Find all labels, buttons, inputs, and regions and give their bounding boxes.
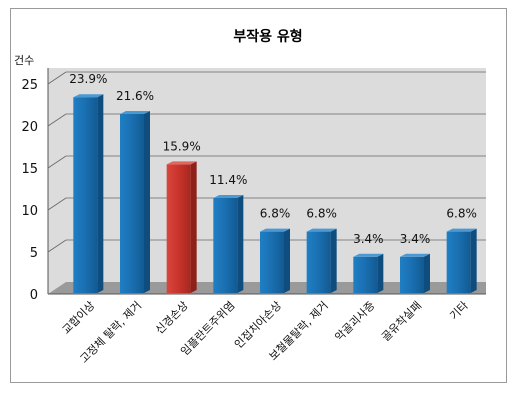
data-label: 15.9% xyxy=(163,139,201,153)
bar-top xyxy=(120,111,150,114)
bar-top xyxy=(166,161,197,165)
y-tick-label: 15 xyxy=(21,162,38,177)
gridline-depth xyxy=(47,113,67,127)
bar xyxy=(260,231,284,293)
chart-title: 부작용 유형 xyxy=(233,28,302,45)
x-tick-label: 기타 xyxy=(447,299,471,323)
bar-group xyxy=(446,228,477,293)
bar xyxy=(120,114,144,293)
y-axis-unit-label: 건수 xyxy=(14,54,34,67)
y-tick-label: 10 xyxy=(21,204,38,219)
bar-group xyxy=(306,228,337,293)
x-tick-label: 신경손상 xyxy=(153,299,191,337)
data-label: 21.6% xyxy=(116,89,154,103)
data-labels: 23.9% 21.6% 15.9% 11.4% 6.8% 6.8% 3.4% 3.4% 6.8% xyxy=(69,72,477,246)
bar-group xyxy=(166,161,197,293)
bar-top xyxy=(446,228,477,232)
y-tick-label: 0 xyxy=(30,288,38,303)
x-tick-label: 교합이상 xyxy=(60,299,98,337)
y-tick-label: 25 xyxy=(21,78,38,93)
bar-top xyxy=(306,228,337,232)
bar xyxy=(73,97,98,293)
bar-group xyxy=(353,253,384,293)
bar xyxy=(446,231,471,293)
bar-side xyxy=(97,94,104,293)
data-label: 3.4% xyxy=(353,232,384,246)
x-tick-label: 골유착실패 xyxy=(379,299,424,344)
bar xyxy=(353,256,378,293)
bar-side xyxy=(470,228,477,293)
bar-top xyxy=(73,94,104,98)
bar xyxy=(400,256,424,293)
bar xyxy=(306,231,331,293)
gridline-depth xyxy=(47,155,67,169)
gridline-depth xyxy=(47,71,67,85)
bar-group xyxy=(120,111,150,293)
bar-side xyxy=(377,253,384,293)
bars xyxy=(73,94,477,293)
data-label: 6.8% xyxy=(260,207,291,221)
gridline-depth xyxy=(47,197,67,211)
bar-group xyxy=(213,195,244,293)
bar-top xyxy=(213,195,244,198)
bar-group xyxy=(400,253,430,293)
data-label: 6.8% xyxy=(306,207,337,221)
bar-side xyxy=(144,111,150,293)
bar-side xyxy=(330,228,337,293)
bar-top xyxy=(400,253,430,257)
data-label: 23.9% xyxy=(69,72,107,86)
bar-side xyxy=(237,195,244,293)
data-label: 11.4% xyxy=(209,173,247,187)
bar-group xyxy=(260,228,290,293)
y-axis-ticks: 0 5 10 15 20 25 xyxy=(21,78,38,303)
bar-group xyxy=(73,94,104,293)
bar-side xyxy=(190,161,197,293)
bar-top xyxy=(260,228,290,232)
bar-side xyxy=(424,253,430,293)
data-label: 3.4% xyxy=(400,232,431,246)
data-label: 6.8% xyxy=(446,207,477,221)
x-tick-label: 악골괴사증 xyxy=(332,299,377,344)
bar-top xyxy=(353,253,384,257)
bar-side xyxy=(284,228,290,293)
bar xyxy=(166,164,191,293)
y-tick-label: 5 xyxy=(30,246,38,261)
bar xyxy=(213,198,238,293)
gridline-depth xyxy=(47,239,67,253)
y-tick-label: 20 xyxy=(21,120,38,135)
